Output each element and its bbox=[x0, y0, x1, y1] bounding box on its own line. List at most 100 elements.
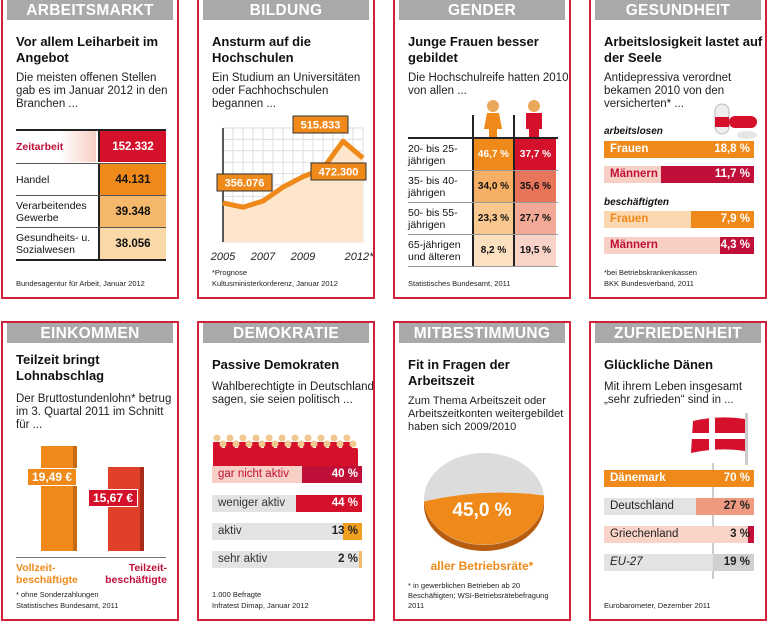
person-icon bbox=[296, 440, 306, 467]
source: Kultusministerkonferenz, Januar 2012 bbox=[212, 279, 338, 288]
bar-value: 40 % bbox=[331, 468, 358, 480]
bar-fill bbox=[296, 495, 362, 512]
gender-figures bbox=[484, 100, 542, 138]
pills-icon bbox=[714, 103, 757, 139]
women-value: 8,2 % bbox=[472, 235, 513, 266]
data-point bbox=[262, 200, 264, 202]
panel-subtitle: Die Hochschulreife hatten 2010 von allen… bbox=[408, 72, 569, 97]
bar-fill bbox=[342, 523, 362, 540]
danish-flag-icon bbox=[691, 413, 748, 465]
panel-header: GENDER bbox=[399, 0, 565, 20]
person-icon bbox=[335, 440, 345, 467]
row-label: 20- bis 25-jährigen bbox=[408, 142, 458, 167]
jobs-table: Zeitarbeit 152.332 Handel 44.131 Verarbe… bbox=[16, 129, 166, 261]
person-icon bbox=[283, 440, 293, 467]
women-value: 46,7 % bbox=[472, 139, 513, 170]
panel-header: ZUFRIEDENHEIT bbox=[595, 323, 761, 343]
source: BKK Bundesverband, 2011 bbox=[604, 279, 694, 288]
bar-value: 13 % bbox=[331, 525, 358, 537]
income-value: 19,49 € bbox=[27, 468, 78, 486]
bar-label: Dänemark bbox=[610, 472, 666, 484]
income-value: 15,67 € bbox=[88, 489, 139, 507]
panel-header: MITBESTIMMUNG bbox=[399, 323, 565, 343]
bar-value: 11,7 % bbox=[714, 168, 750, 180]
footnote: *Prognose bbox=[212, 268, 248, 277]
gender-table: 20- bis 25-jährigen 46,7 % 37,7 % 35- bi… bbox=[408, 137, 558, 267]
panel-subtitle: Mit ihrem Leben insgesamt „sehr zufriede… bbox=[604, 381, 743, 406]
data-label-box bbox=[216, 173, 273, 192]
bar-label: aktiv bbox=[218, 525, 242, 537]
source: Infratest Dimap, Januar 2012 bbox=[212, 601, 309, 610]
row-label: Handel bbox=[16, 173, 50, 186]
bar-value: 3 % bbox=[730, 528, 750, 540]
bar-value: 2 % bbox=[338, 553, 358, 565]
bar-value: 7,9 % bbox=[720, 213, 750, 225]
data-label-box bbox=[292, 115, 349, 134]
bar-label: Griechenland bbox=[610, 528, 679, 540]
man-icon bbox=[526, 100, 542, 138]
panel-subtitle: Ein Studium an Universitäten oder Fachho… bbox=[212, 72, 361, 110]
table-row: Verarbeitendes Gewerbe 39.348 bbox=[16, 195, 166, 227]
table-row: 65-jährigen und älteren 8,2 % 19,5 % bbox=[408, 235, 558, 267]
x-tick-label: 2007 bbox=[250, 251, 276, 263]
bar-label: Frauen bbox=[610, 213, 649, 225]
panel-title: Fit in Fragen der Arbeitszeit bbox=[408, 357, 510, 388]
income-label: Teilzeit-beschäftigte bbox=[105, 562, 167, 586]
person-icon bbox=[244, 440, 254, 467]
panel-title: Junge Frauen besser gebildet bbox=[408, 34, 539, 65]
bar-fill bbox=[747, 526, 754, 543]
person-icon bbox=[270, 440, 280, 467]
bar-fill bbox=[713, 554, 754, 571]
row-label: 65-jährigen und älteren bbox=[408, 238, 461, 263]
bar-fill bbox=[302, 466, 362, 483]
footnote: * ohne Sonderzahlungen bbox=[16, 590, 99, 599]
bar-value: 19 % bbox=[723, 556, 750, 568]
bar-fill bbox=[660, 166, 754, 183]
group-label: arbeitslosen bbox=[604, 126, 663, 137]
data-label-box bbox=[310, 162, 367, 181]
row-label: Gesundheits- u. Sozialwesen bbox=[16, 231, 91, 256]
bar-value: 27 % bbox=[723, 500, 750, 512]
bar-fill bbox=[719, 237, 754, 254]
panel-gender: GENDER Junge Frauen besser gebildet Die … bbox=[393, 0, 571, 299]
panel-header: DEMOKRATIE bbox=[203, 323, 369, 343]
panel-subtitle: Antidepressiva verordnet bekamen 2010 vo… bbox=[604, 72, 732, 110]
income-label: Vollzeit-beschäftigte bbox=[16, 562, 78, 586]
data-point bbox=[342, 140, 344, 142]
bar-2: Frauen 7,9 % bbox=[604, 211, 754, 228]
panel-title: Teilzeit bringt Lohnabschlag bbox=[16, 352, 105, 383]
crowd-icon bbox=[213, 434, 358, 467]
x-tick-label: 2012* bbox=[344, 251, 374, 263]
panel-title: Ansturm auf die Hochschulen bbox=[212, 34, 311, 65]
panel-subtitle: Wahlberechtigte in Deutschland sagen, si… bbox=[212, 381, 374, 406]
data-point bbox=[362, 157, 364, 159]
person-icon bbox=[231, 440, 241, 467]
panel-title: Passive Demokraten bbox=[212, 357, 340, 372]
bar-fill bbox=[696, 498, 754, 515]
panel-mitbestimmung: MITBESTIMMUNG Fit in Fragen der Arbeitsz… bbox=[393, 321, 571, 621]
panel-header: EINKOMMEN bbox=[7, 323, 173, 343]
data-label: 515.833 bbox=[301, 120, 341, 132]
panel-gesundheit: GESUNDHEIT Arbeitslosigkeit lastet auf d… bbox=[589, 0, 767, 299]
bar-label: sehr aktiv bbox=[218, 553, 268, 565]
bar-fill bbox=[604, 141, 754, 158]
woman-icon bbox=[484, 100, 502, 138]
men-value: 37,7 % bbox=[513, 139, 556, 170]
row-label: 50- bis 55-jährigen bbox=[408, 206, 458, 231]
data-label: 472.300 bbox=[319, 167, 359, 179]
panel-header: BILDUNG bbox=[203, 0, 369, 20]
women-value: 23,3 % bbox=[472, 203, 513, 234]
line-chart: 356.076 515.833 472.300 2005 2007 2009 2012* bbox=[210, 115, 374, 263]
bar-value: 18,8 % bbox=[714, 143, 750, 155]
table-row: 35- bis 40-jährigen 34,0 % 35,6 % bbox=[408, 171, 558, 203]
person-icon bbox=[218, 440, 228, 467]
income-bar bbox=[108, 467, 140, 551]
panel-subtitle: Zum Thema Arbeitszeit oder Arbeitszeitko… bbox=[408, 395, 564, 433]
footnote: *bei Betriebskrankenkassen bbox=[604, 268, 697, 277]
panel-demokratie: DEMOKRATIE Passive Demokraten Wahlberech… bbox=[197, 321, 375, 621]
person-icon bbox=[309, 440, 319, 467]
table-row: 20- bis 25-jährigen 46,7 % 37,7 % bbox=[408, 139, 558, 171]
bar-label: Männern bbox=[610, 239, 658, 251]
men-value: 27,7 % bbox=[513, 203, 556, 234]
panel-subtitle: Die meisten offenen Stellen gab es im Ja… bbox=[16, 72, 168, 110]
